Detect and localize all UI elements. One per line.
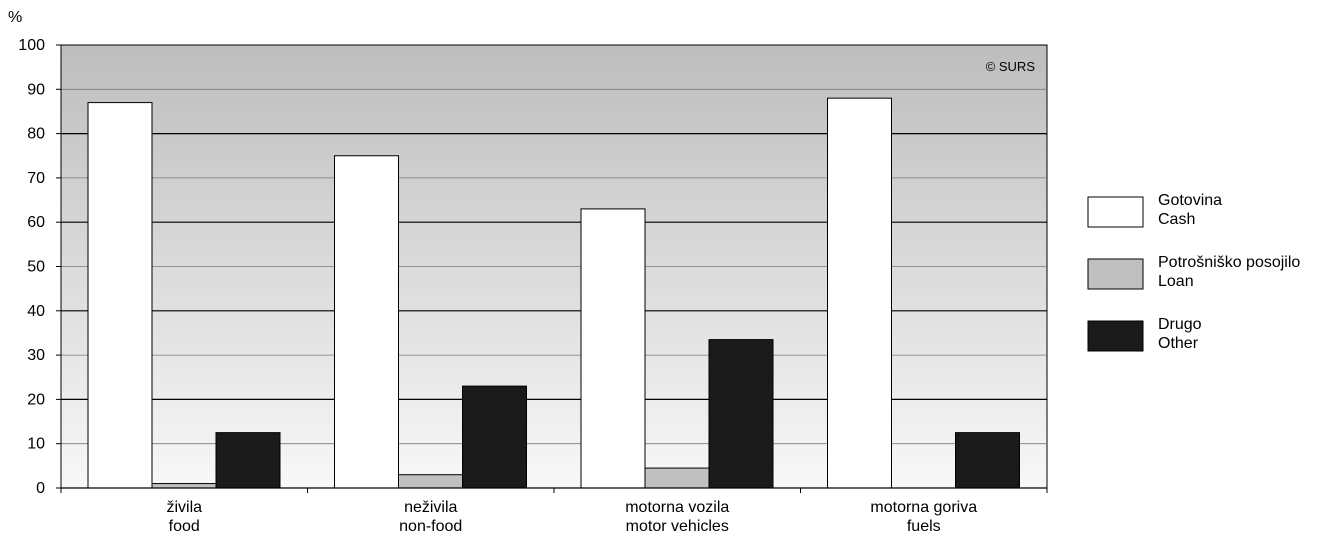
bar <box>827 97 892 489</box>
legend-label: Potrošniško posojilo <box>1158 254 1300 271</box>
bar <box>580 208 646 489</box>
bar <box>644 467 710 489</box>
unit-label: % <box>8 9 22 26</box>
axes <box>60 45 1048 493</box>
bar <box>151 483 217 489</box>
bar <box>462 385 527 489</box>
y-axis-labels: 0 10 20 30 40 50 60 70 80 90 100 <box>18 37 45 497</box>
copyright-label: © SURS <box>986 59 1036 74</box>
legend: Gotovina Cash Potrošniško posojilo Loan Drug… <box>1087 192 1300 352</box>
legend-label: Gotovina <box>1158 192 1222 209</box>
x-category-label: motor vehicles <box>626 518 729 535</box>
legend-swatch <box>1087 258 1144 290</box>
y-tick-label: 50 <box>27 259 45 276</box>
x-category-label: non-food <box>399 518 462 535</box>
y-tick-label: 20 <box>27 391 45 408</box>
y-tick-label: 70 <box>27 170 45 187</box>
y-tick-label: 80 <box>27 126 45 143</box>
bar <box>87 102 153 489</box>
y-tick-label: 30 <box>27 347 45 364</box>
legend-label: Other <box>1158 335 1199 352</box>
legend-label: Cash <box>1158 211 1195 228</box>
bar <box>955 432 1020 489</box>
y-tick-label: 10 <box>27 436 45 453</box>
bar <box>334 155 399 489</box>
y-tick-label: 90 <box>27 81 45 98</box>
x-axis-labels: živila food neživila non-food motorna vozila… <box>166 499 977 535</box>
legend-label: Drugo <box>1158 316 1202 333</box>
legend-label: Loan <box>1158 273 1194 290</box>
x-category-label: food <box>169 518 200 535</box>
bar <box>215 432 281 489</box>
y-tick-label: 0 <box>36 480 45 497</box>
legend-swatch <box>1087 320 1144 352</box>
x-category-label: fuels <box>907 518 941 535</box>
x-category-label: neživila <box>404 499 457 516</box>
x-category-label: motorna goriva <box>870 499 977 516</box>
y-tick-label: 40 <box>27 303 45 320</box>
y-tick-label: 100 <box>18 37 45 54</box>
bar <box>398 474 463 489</box>
bar <box>708 339 774 489</box>
x-category-label: živila <box>166 499 202 516</box>
y-tick-label: 60 <box>27 214 45 231</box>
bars <box>87 97 1020 489</box>
legend-swatch <box>1087 196 1144 228</box>
x-category-label: motorna vozila <box>625 499 729 516</box>
